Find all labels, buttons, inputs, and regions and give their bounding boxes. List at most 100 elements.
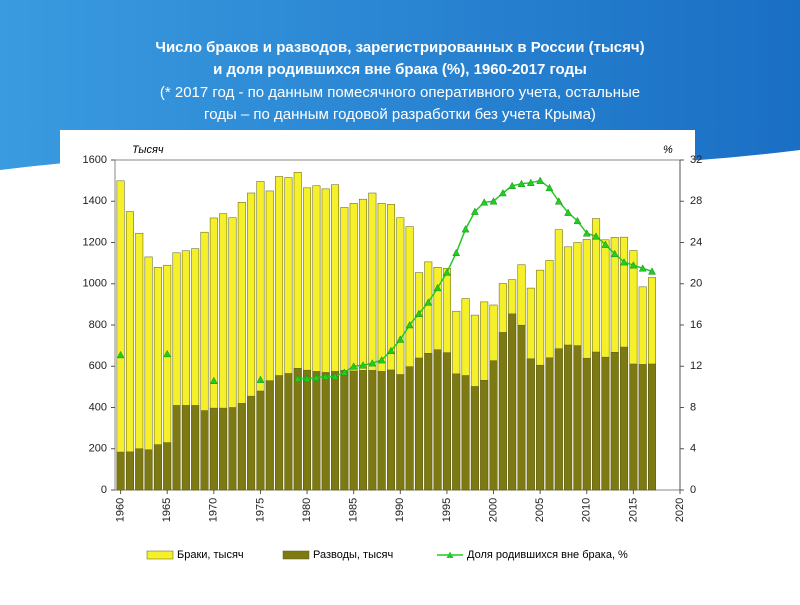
- line-marker: [629, 261, 638, 269]
- line-marker: [377, 356, 386, 364]
- line-marker: [163, 349, 172, 358]
- line-marker: [648, 267, 656, 275]
- bar: [386, 369, 395, 491]
- line-marker: [582, 229, 591, 237]
- x-tick-label: 1970: [208, 498, 220, 522]
- line-marker: [545, 183, 554, 192]
- x-tick-label: 1965: [161, 498, 173, 522]
- x-tick-label: 1960: [115, 498, 127, 522]
- y-axis-label: Тысяч: [132, 144, 164, 156]
- bar: [452, 373, 461, 491]
- line-marker: [209, 376, 218, 384]
- bar: [564, 344, 573, 491]
- bar: [153, 444, 162, 491]
- legend-swatch: [146, 550, 174, 560]
- bar: [312, 371, 321, 491]
- y-tick-label: 400: [89, 401, 107, 413]
- line-marker: [620, 258, 628, 266]
- y-tick-label: 0: [101, 484, 107, 496]
- title-line: Число браков и разводов, зарегистрирован…: [155, 39, 644, 56]
- line-marker: [116, 350, 125, 359]
- line-marker: [461, 225, 470, 233]
- subtitle-line: (* 2017 год - по данным помесячного опер…: [160, 84, 640, 101]
- y-tick-label: 1200: [83, 236, 107, 248]
- y-tick-label: 1600: [83, 154, 107, 166]
- bar: [610, 351, 619, 491]
- bar: [209, 407, 218, 491]
- bar: [489, 360, 498, 491]
- bar: [405, 366, 414, 491]
- line-marker: [498, 188, 507, 197]
- bar: [247, 395, 256, 491]
- bar: [172, 405, 181, 491]
- line-marker: [293, 374, 302, 382]
- line-marker: [424, 298, 433, 306]
- bar: [237, 403, 246, 491]
- line-marker: [303, 374, 311, 382]
- x-tick-label: 2005: [534, 498, 546, 522]
- line-marker: [331, 372, 339, 380]
- bar: [116, 451, 125, 491]
- bar: [424, 353, 433, 491]
- x-tick-label: 2010: [581, 498, 593, 522]
- line-marker: [415, 309, 423, 317]
- line-marker: [349, 362, 358, 370]
- bar: [321, 372, 330, 491]
- line-marker: [396, 335, 405, 343]
- bar: [629, 363, 638, 491]
- bar: [284, 373, 293, 491]
- bar: [331, 371, 340, 491]
- line-marker: [452, 248, 461, 257]
- bar: [144, 449, 153, 491]
- line-marker: [536, 176, 545, 184]
- y2-tick-label: 12: [690, 360, 702, 372]
- line-marker: [433, 283, 442, 292]
- title-line: и доля родившихся вне брака (%), 1960-20…: [213, 61, 587, 78]
- line-marker: [517, 179, 526, 187]
- x-tick-label: 1980: [301, 498, 313, 522]
- bar: [442, 352, 451, 491]
- header-band: [0, 0, 800, 170]
- line-marker: [564, 208, 573, 216]
- y-tick-label: 1400: [83, 195, 107, 207]
- x-tick-label: 1990: [394, 498, 406, 522]
- line-marker: [554, 197, 563, 205]
- line-marker: [470, 207, 479, 215]
- bar: [498, 332, 507, 491]
- line-marker: [489, 197, 498, 205]
- line-marker: [480, 198, 489, 206]
- bar: [480, 380, 489, 491]
- x-tick-label: 1985: [348, 498, 360, 522]
- line-marker: [387, 346, 395, 355]
- y2-tick-label: 32: [690, 154, 702, 166]
- x-tick-label: 2020: [674, 498, 686, 522]
- legend-label: Доля родившихся вне брака, %: [467, 549, 628, 561]
- bar: [340, 370, 349, 491]
- bar: [545, 357, 554, 491]
- y2-tick-label: 16: [690, 319, 702, 331]
- bar: [377, 371, 386, 491]
- line-marker: [601, 240, 610, 248]
- legend-swatch: [446, 551, 454, 558]
- plot: 0 200 400 600 800 1000 1200 1400 1600 0 4 8 12 16 20 24…: [83, 154, 703, 561]
- bar: [592, 351, 601, 491]
- y2-tick-label: 20: [690, 278, 702, 290]
- y-tick-label: 200: [89, 443, 107, 455]
- bar: [265, 380, 274, 491]
- bar: [181, 405, 190, 491]
- bar: [303, 369, 312, 491]
- line-marker: [442, 268, 451, 276]
- bar: [638, 364, 647, 491]
- x-tick-label: 2000: [487, 498, 499, 522]
- y2-axis-label: %: [663, 144, 673, 156]
- bar: [648, 363, 657, 491]
- legend-swatch: [282, 550, 310, 560]
- y2-tick-label: 4: [690, 443, 696, 455]
- line-marker: [312, 373, 321, 381]
- bar: [396, 374, 405, 491]
- bar: [433, 349, 442, 491]
- bar: [125, 451, 134, 491]
- bar: [219, 407, 228, 491]
